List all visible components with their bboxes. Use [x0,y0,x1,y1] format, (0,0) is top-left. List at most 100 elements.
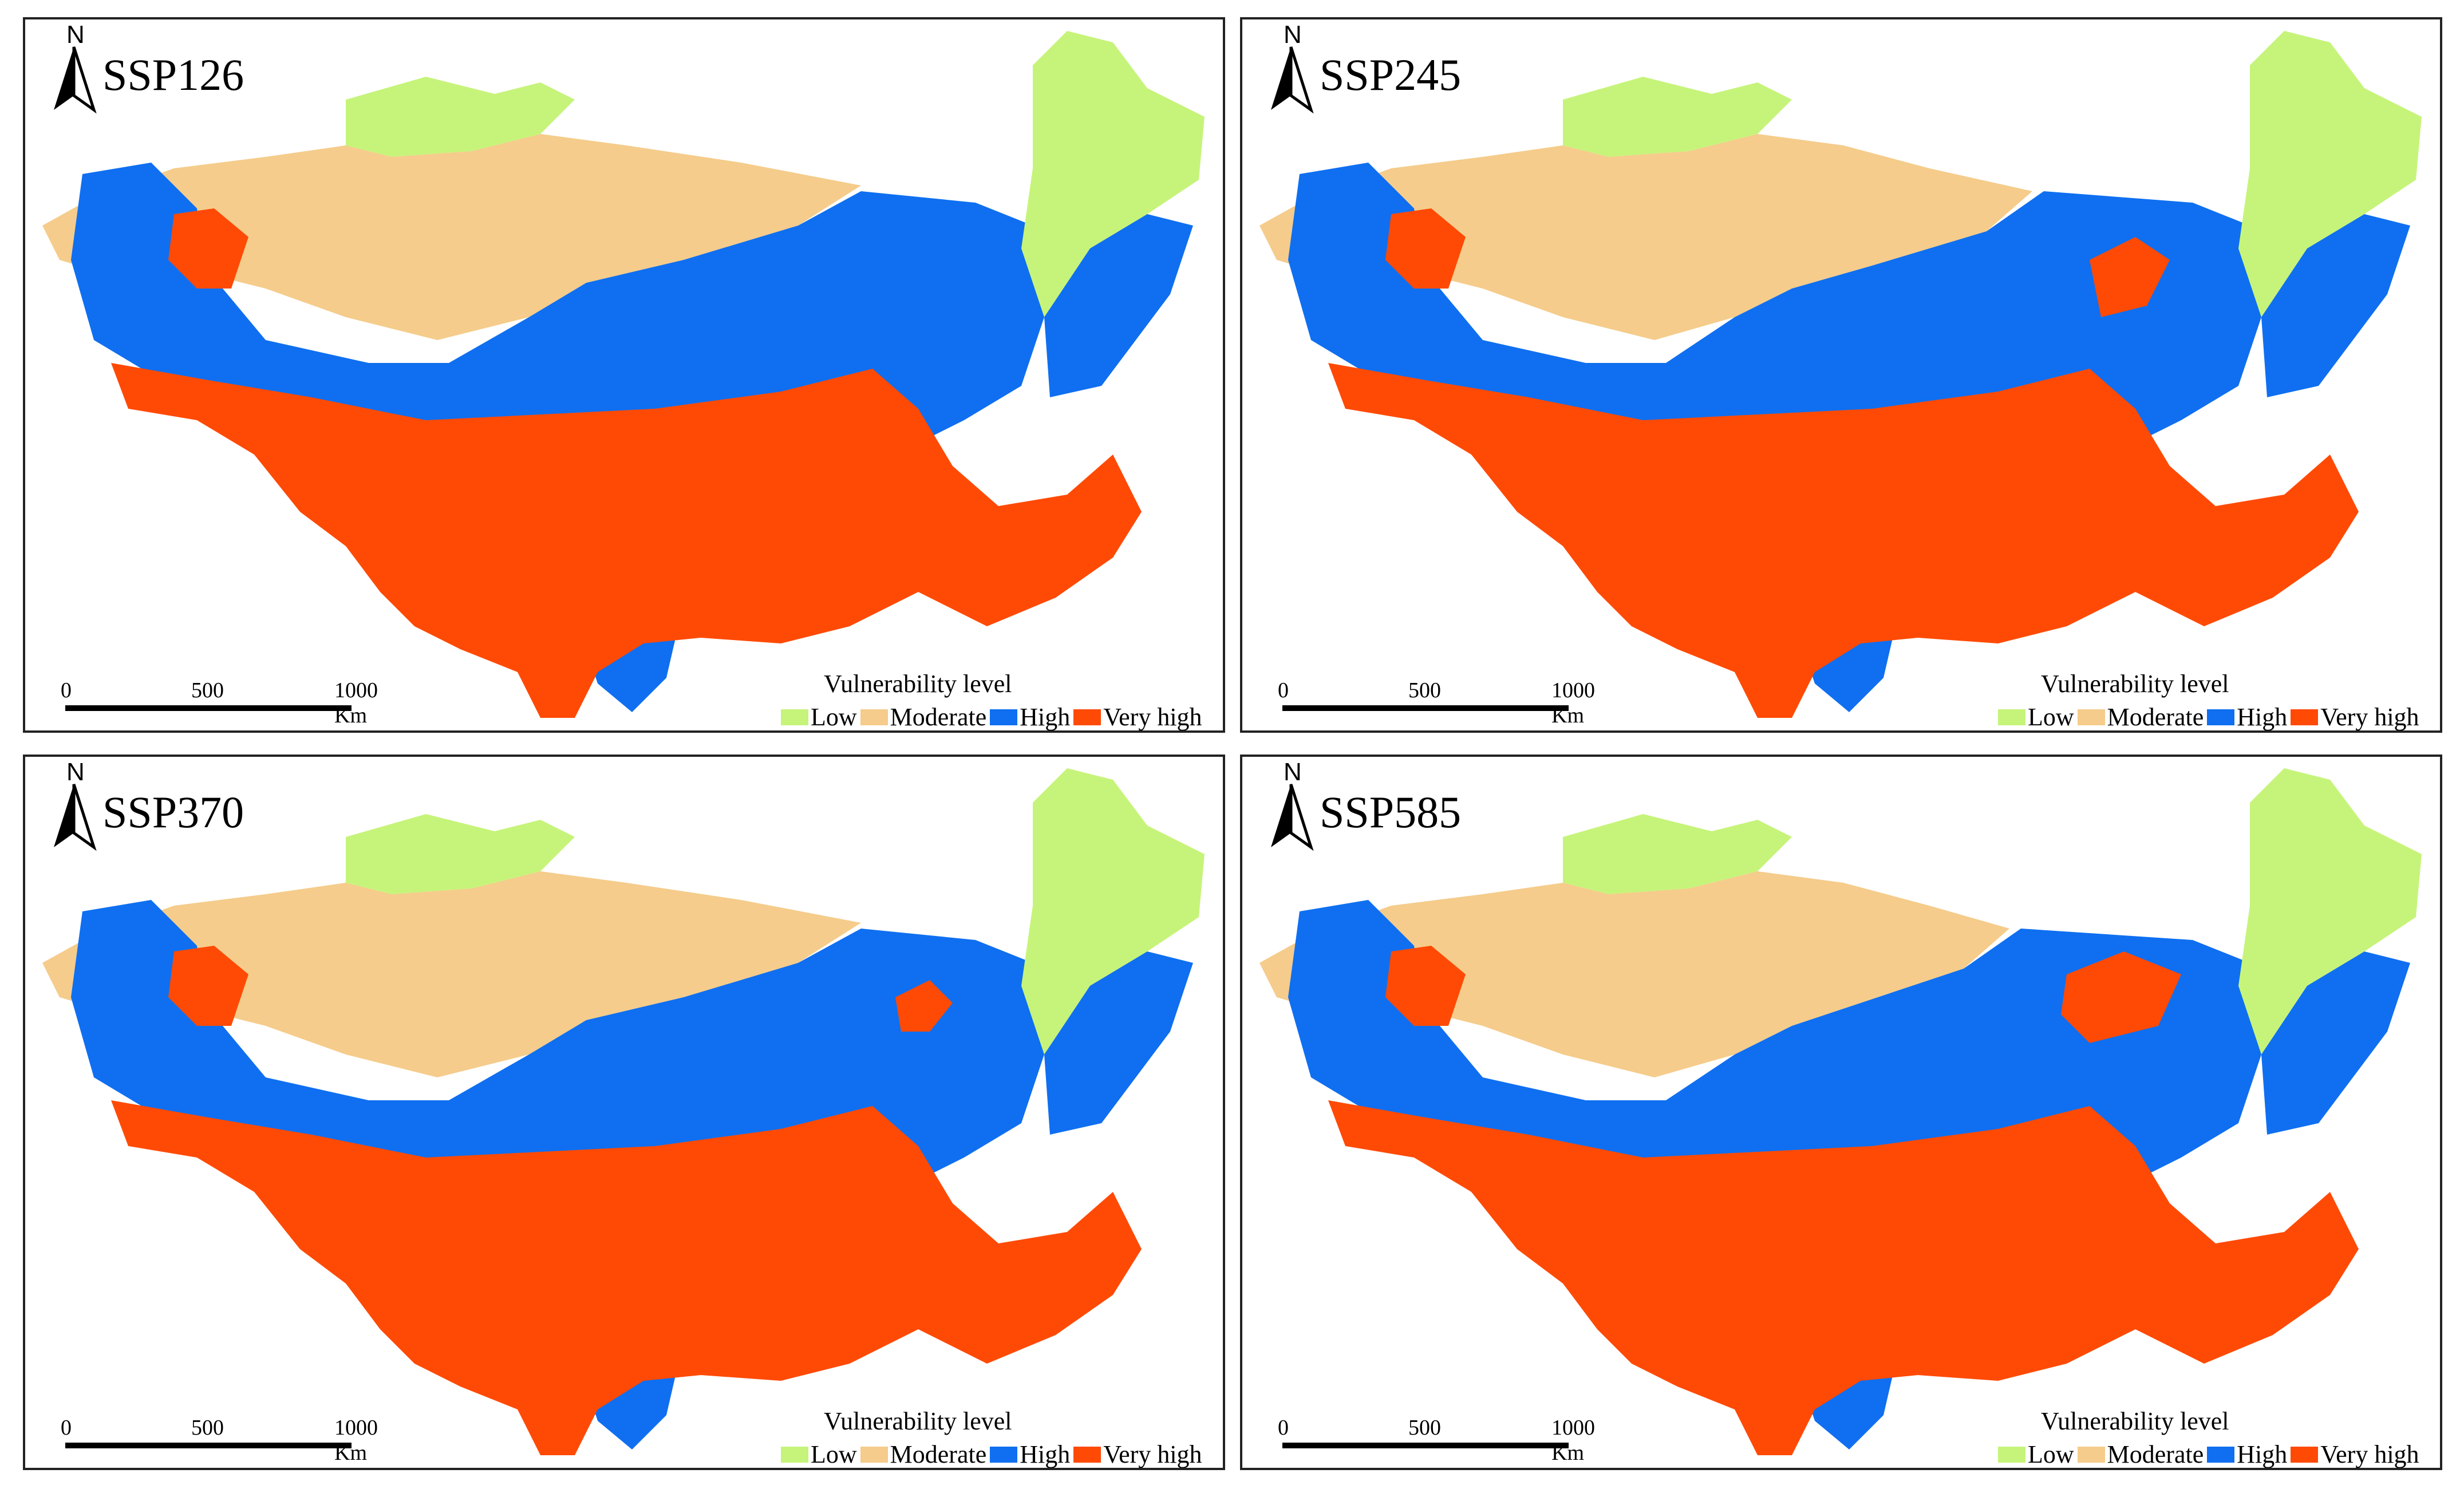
legend-swatch [2207,1446,2235,1463]
legend-swatch [2207,709,2235,725]
legend-title: Vulnerability level [2041,1407,2229,1435]
legend-item-high: High [990,1440,1071,1468]
region-very-high-west [1385,208,1466,289]
region-northeast-mixed [1044,951,1193,1135]
legend: Vulnerability level Low Moderate High Ve… [769,1407,1223,1468]
legend-swatch [990,709,1018,725]
legend-item-high: High [990,702,1070,730]
scale-tick: 1000 Km [334,1416,378,1465]
region-northeast-low [2238,768,2422,1054]
region-very-high [111,363,1142,718]
legend: Vulnerability level Low Moderate High Ve… [769,669,1223,731]
legend-label: Very high [1103,703,1202,731]
region-low [346,77,575,157]
legend-label: Moderate [2107,1440,2204,1468]
legend-item-very-high: Very high [2291,1440,2419,1468]
vulnerability-map [42,768,1205,1455]
region-very-high [111,1100,1142,1455]
legend-label: High [1020,1440,1071,1468]
scale-tick: 0 [1278,1416,1289,1440]
legend-swatch [860,1446,888,1463]
scale-tick: 1000 Km [334,678,378,728]
legend-item-high: High [2207,702,2288,731]
north-arrow-icon [1265,19,1317,116]
legend: Vulnerability level Low Moderate High Ve… [1987,669,2440,731]
legend-label: Moderate [2107,703,2204,731]
region-very-high-north [2061,951,2181,1043]
legend-item-low: Low [1998,702,2074,731]
legend: Vulnerability level Low Moderate High Ve… [1987,1407,2440,1468]
legend-item-moderate: Moderate [2077,702,2204,731]
scenario-label: SSP126 [102,50,244,100]
region-northeast-mixed [2261,951,2410,1135]
legend-label: Very high [2320,1440,2419,1468]
scenario-label: SSP585 [1320,787,1462,837]
region-very-high [1328,1100,2359,1455]
region-northeast-low [1021,768,1205,1054]
legend-item-very-high: Very high [1073,1440,1202,1468]
region-very-high [1328,363,2359,718]
north-arrow-icon [48,757,100,853]
map-panel-ssp245: N SSP245 0 500 1000 Km Vulnerability lev… [1240,17,2442,733]
scale-tick: 0 [61,678,72,702]
region-northeast-mixed [1044,214,1193,397]
scale-bar-line [65,705,352,711]
scale-tick: 1000 Km [1551,678,1595,728]
region-northeast-mixed [2261,214,2410,397]
scale-bar: 0 500 1000 Km [1278,678,1595,728]
scale-tick: 500 [1408,1416,1441,1440]
legend-swatch [781,1446,808,1463]
region-low [1563,814,1792,894]
vulnerability-map [1259,31,2422,718]
region-very-high-west [168,208,248,289]
scale-bar: 0 500 1000 Km [61,1415,378,1465]
legend-label: Low [811,1440,857,1468]
region-very-high-north [2090,237,2170,317]
scale-bar-line [1282,1443,1569,1448]
north-arrow-icon [48,19,100,116]
legend-item-low: Low [1998,1440,2074,1468]
north-label: N [1284,758,1302,786]
legend-swatch [2077,1446,2105,1463]
legend-item-low: Low [781,702,857,731]
region-northeast-low [1021,31,1205,317]
legend-swatch [2291,709,2319,725]
legend-swatch [1998,1446,2025,1463]
legend-item-very-high: Very high [2291,702,2419,730]
legend-title: Vulnerability level [824,1407,1012,1435]
legend-label: Moderate [890,703,987,731]
region-low [346,814,575,894]
map-panel-ssp585: N SSP585 0 500 1000 Km Vulnerability lev… [1240,755,2442,1470]
legend-item-moderate: Moderate [860,1440,986,1468]
region-moderate [1259,134,2032,340]
legend-swatch [860,709,888,725]
scale-tick: 500 [191,678,224,702]
legend-swatch [1073,709,1101,725]
region-moderate [1259,871,2009,1077]
legend-label: Very high [1103,1440,1202,1468]
legend-item-moderate: Moderate [2077,1440,2204,1468]
scale-bar: 0 500 1000 Km [61,678,378,728]
legend-label: Low [2028,703,2074,731]
vulnerability-map [42,31,1205,718]
legend-swatch [1073,1446,1101,1463]
scale-bar-line [65,1443,352,1448]
legend-label: Low [811,703,857,731]
legend-swatch [990,1446,1018,1463]
region-very-high-west [168,946,248,1026]
region-low [1563,77,1792,157]
region-very-high-north [895,980,953,1032]
region-very-high-west [1385,946,1466,1026]
legend-label: High [2237,1440,2288,1468]
legend-item-very-high: Very high [1073,702,1202,731]
legend-label: High [2237,703,2288,731]
region-moderate [42,134,861,340]
scale-tick: 500 [1408,678,1441,702]
legend-item-high: High [2207,1440,2288,1468]
region-northeast-low [2238,31,2422,317]
north-label: N [66,21,85,49]
legend-label: Low [2028,1440,2074,1468]
vulnerability-map [1259,768,2422,1455]
scale-tick: 1000 Km [1551,1416,1595,1465]
scale-tick: 0 [1278,678,1289,702]
